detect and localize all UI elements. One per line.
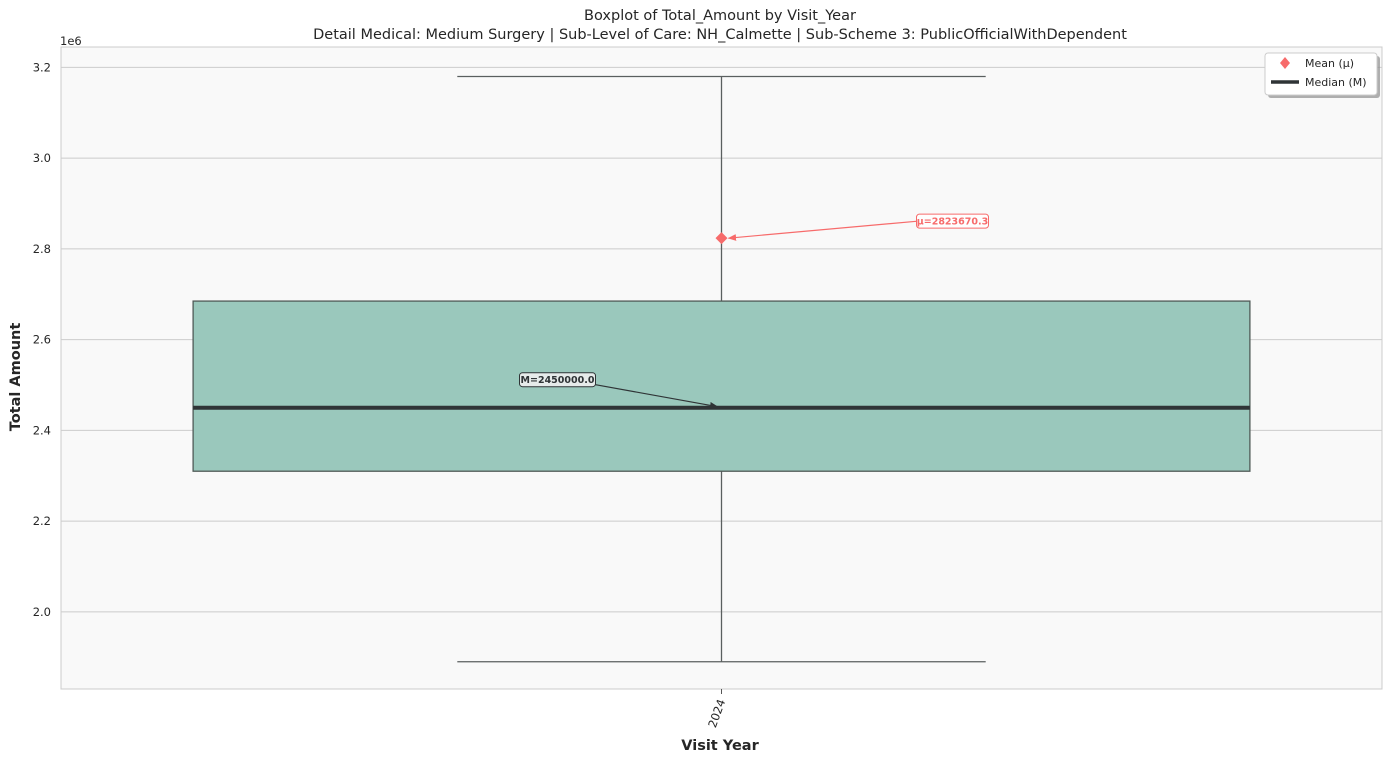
chart-title: Boxplot of Total_Amount by Visit_Year <box>584 8 856 24</box>
y-axis-offset-label: 1e6 <box>60 34 82 48</box>
mean-annotation-label: μ=2823670.3 <box>917 217 988 228</box>
boxes <box>192 75 1251 663</box>
mean-annotation-arrow <box>727 220 918 241</box>
y-tick-label: 2.6 <box>33 333 51 347</box>
y-tick-label: 2.2 <box>33 514 51 528</box>
y-tick-label: 2.0 <box>33 605 51 619</box>
chart-subtitle: Detail Medical: Medium Surgery | Sub-Lev… <box>313 27 1127 43</box>
legend: Mean (μ) Median (M) <box>1264 52 1380 98</box>
y-tick-label: 3.2 <box>33 60 51 74</box>
y-axis-ticks: 2.0 2.2 2.4 2.6 2.8 3.0 3.2 <box>33 60 51 618</box>
y-tick-label: 2.8 <box>33 242 51 256</box>
median-annotation-label: M=2450000.0 <box>521 375 595 386</box>
box-group <box>192 75 1251 663</box>
x-tick-label: 2024 <box>705 697 728 729</box>
x-axis-ticks: 2024 <box>705 689 728 730</box>
legend-entry-mean: Mean (μ) <box>1305 57 1354 70</box>
y-tick-label: 3.0 <box>33 151 51 165</box>
legend-entry-median: Median (M) <box>1305 76 1367 89</box>
annotations: μ=2823670.3 M=2450000.0 <box>519 213 989 409</box>
y-axis-label: Total Amount <box>8 323 24 432</box>
legend-mean-diamond-icon <box>1280 57 1290 69</box>
iqr-box <box>192 300 1251 472</box>
x-axis-label: Visit Year <box>681 738 759 754</box>
legend-box <box>1264 52 1378 96</box>
median-annotation-arrow <box>595 384 719 409</box>
y-tick-label: 2.4 <box>33 423 51 437</box>
median-annotation-box <box>519 372 596 388</box>
mean-diamond <box>715 232 728 245</box>
mean-annotation-box <box>916 213 989 229</box>
